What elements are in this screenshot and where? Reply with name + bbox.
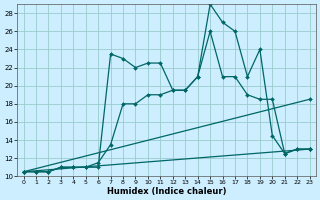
X-axis label: Humidex (Indice chaleur): Humidex (Indice chaleur) <box>107 187 226 196</box>
